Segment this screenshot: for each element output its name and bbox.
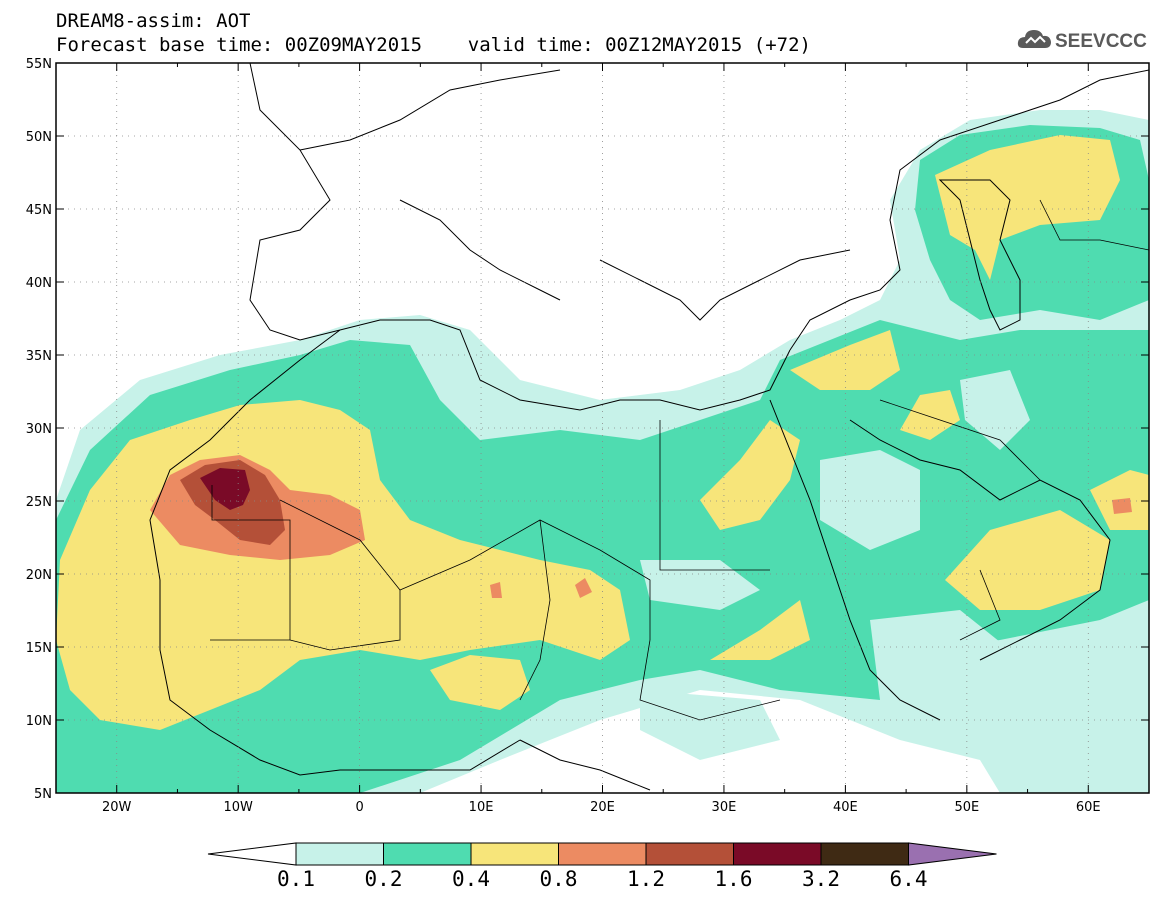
longitude-label: 50E [954,800,979,815]
latitude-label: 20N [26,568,52,583]
aot-band-1.6-3.2 [200,468,250,510]
colorbar-swatch [820,842,909,866]
colorbar-level-label: 0.1 [277,867,315,891]
aot-band-0.8-1.2-chad [575,578,592,598]
longitude-label: 30E [712,800,737,815]
longitude-label: 0 [355,800,363,815]
colorbar-swatch [383,842,472,866]
latitude-label: 15N [26,641,52,656]
latitude-label: 45N [26,203,52,218]
colorbar-level-label: 6.4 [890,867,928,891]
colorbar-swatch [470,842,559,866]
colorbar-swatch [645,842,734,866]
aot-band-0.4-0.8-gulf [900,390,960,440]
longitude-labels: 20W 10W 0 10E 20E 30E 40E 50E 60E [102,800,1101,815]
latitude-label: 40N [26,276,52,291]
latitude-labels: 55N 50N 45N 40N 35N 30N 25N 20N 15N 10N 5N [26,57,52,802]
colorbar-low-arrow [207,842,297,866]
colorbar-level-label: 1.2 [627,867,665,891]
seevccc-logo: SEEVCCC [1017,30,1147,52]
colorbar-level-label: 3.2 [802,867,840,891]
colorbar-swatch [558,842,647,866]
axis-ticks [55,62,1150,794]
aot-band-0.4-0.8-nile [710,600,810,660]
aot-hole-iran [960,370,1030,450]
map-subtitle-times: Forecast base time: 00Z09MAY2015 valid t… [56,34,811,56]
country-borders [210,199,1149,721]
colorbar-level-label: 1.6 [715,867,753,891]
colorbar: 0.1 0.2 0.4 0.8 1.2 1.6 3.2 6.4 [207,842,997,891]
latitude-label: 25N [26,495,52,510]
cloud-icon [1017,30,1051,48]
latitude-label: 35N [26,349,52,364]
lat-lon-grid [56,63,1149,793]
longitude-label: 10W [223,800,253,815]
longitude-label: 60E [1076,800,1101,815]
latitude-label: 50N [26,130,52,145]
longitude-label: 40E [833,800,858,815]
aot-band-0.8-1.2-east [1112,498,1132,514]
latitude-label: 55N [26,57,52,72]
latitude-label: 5N [34,787,52,802]
colorbar-high-arrow [908,842,997,866]
longitude-label: 10E [469,800,494,815]
colorbar-swatch [295,842,384,866]
latitude-label: 30N [26,422,52,437]
aot-hole-ethiopia [870,610,1010,740]
aot-field [56,110,1149,793]
aot-band-0.8-1.2-niger [490,582,502,598]
aot-hole-sudan [640,560,760,610]
latitude-label: 10N [26,714,52,729]
aot-band-0.4-0.8-egypt [700,420,800,530]
aot-band-0.4-0.8-levant [790,330,900,390]
aot-hole-cameroon [640,690,780,760]
map-title: DREAM8-assim: AOT [56,10,251,32]
longitude-label: 20W [102,800,132,815]
aot-band-0.4-0.8-caspian [935,135,1120,280]
coastlines [149,63,1149,791]
aot-band-0.4-0.8-sahel [430,655,530,710]
logo-text: SEEVCCC [1055,31,1147,52]
longitude-label: 20E [590,800,615,815]
colorbar-level-label: 0.8 [540,867,578,891]
colorbar-level-label: 0.4 [452,867,490,891]
colorbar-swatch [733,842,822,866]
colorbar-level-label: 0.2 [365,867,403,891]
